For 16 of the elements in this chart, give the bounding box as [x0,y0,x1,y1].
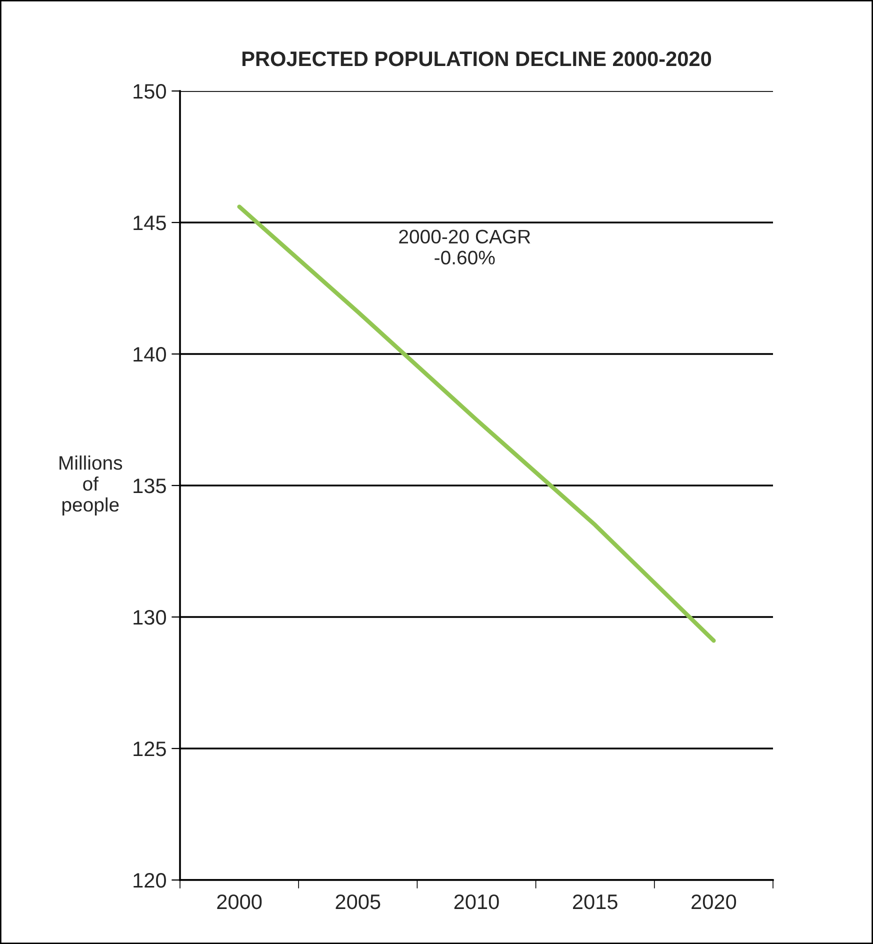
x-tick-label: 2000 [217,894,262,910]
annotation: 2000-20 CAGR -0.60% [399,230,530,264]
y-tick-label: 140 [134,347,166,362]
chart-title: PROJECTED POPULATION DECLINE 2000-2020 [242,51,712,66]
y-tick-label: 125 [134,742,166,756]
x-tick-label: 2015 [572,894,618,910]
y-tick-label: 150 [134,84,166,99]
x-tick-label: 2020 [692,894,736,910]
y-tick-label: 135 [134,478,166,494]
y-axis-title: Millions of people [60,455,122,516]
y-tick-label: 130 [134,610,166,625]
y-tick-label: 120 [134,873,166,888]
y-tick-label: 145 [134,216,166,230]
line-series [237,204,716,643]
x-tick-label: 2010 [454,894,499,910]
x-tick-label: 2005 [336,894,380,910]
